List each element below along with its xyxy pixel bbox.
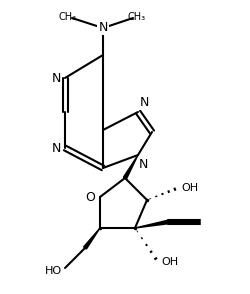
Polygon shape	[135, 220, 168, 228]
Text: O: O	[85, 191, 95, 203]
Text: HO: HO	[45, 266, 62, 276]
Text: N: N	[52, 71, 61, 84]
Text: CH₃: CH₃	[128, 12, 146, 22]
Text: N: N	[140, 96, 149, 109]
Polygon shape	[124, 155, 138, 179]
Text: OH: OH	[181, 183, 198, 193]
Text: N: N	[139, 158, 148, 171]
Text: N: N	[98, 21, 108, 34]
Polygon shape	[84, 228, 100, 249]
Text: N: N	[52, 141, 61, 155]
Text: OH: OH	[161, 257, 178, 267]
Text: CH₃: CH₃	[59, 12, 77, 22]
